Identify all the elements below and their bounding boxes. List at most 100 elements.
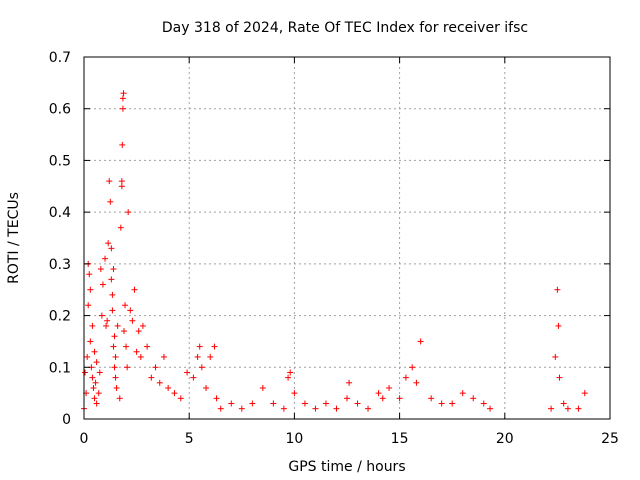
data-point [409, 364, 416, 371]
data-point [118, 178, 125, 185]
data-points [81, 90, 588, 412]
data-point [123, 343, 130, 350]
data-point [249, 400, 256, 407]
data-point [386, 384, 393, 391]
x-tick-label: 25 [601, 431, 619, 447]
data-point [92, 379, 99, 386]
y-tick-label: 0.1 [49, 360, 71, 376]
data-point [548, 405, 555, 412]
data-point [581, 390, 588, 397]
data-point [238, 405, 245, 412]
data-point [131, 286, 138, 293]
data-point [198, 364, 205, 371]
data-point [117, 224, 124, 231]
data-point [114, 322, 121, 329]
data-point [110, 343, 117, 350]
data-point [211, 343, 218, 350]
data-point [156, 379, 163, 386]
data-point [333, 405, 340, 412]
axis-ticks: 0 5 10 15 20 25 0 0.1 0.2 0.3 0.4 0.5 0.6 0.7 [49, 50, 619, 447]
x-tick-label: 0 [80, 431, 89, 447]
data-point [112, 353, 119, 360]
data-point [552, 353, 559, 360]
data-point [285, 374, 292, 381]
data-point [89, 322, 96, 329]
data-point [196, 343, 203, 350]
data-point [555, 322, 562, 329]
data-point [194, 353, 201, 360]
data-point [95, 390, 102, 397]
data-point [108, 276, 115, 283]
data-point [82, 369, 89, 376]
data-point [119, 95, 126, 102]
data-point [449, 400, 456, 407]
data-point [177, 395, 184, 402]
data-point [346, 379, 353, 386]
data-point [190, 374, 197, 381]
data-point [84, 353, 91, 360]
data-point [96, 369, 103, 376]
data-point [270, 400, 277, 407]
data-point [104, 317, 111, 324]
data-point [301, 400, 308, 407]
data-point [110, 266, 117, 273]
data-point [91, 348, 98, 355]
data-point [228, 400, 235, 407]
data-point [124, 364, 131, 371]
data-point [165, 384, 172, 391]
data-point [564, 405, 571, 412]
data-point [396, 395, 403, 402]
data-point [560, 400, 567, 407]
data-point [109, 291, 116, 298]
data-point [120, 90, 127, 97]
data-point [97, 266, 104, 273]
grid [84, 57, 610, 419]
data-point [139, 322, 146, 329]
data-point [144, 343, 151, 350]
data-point [116, 395, 123, 402]
data-point [129, 317, 136, 324]
data-point [417, 338, 424, 345]
data-point [125, 209, 132, 216]
data-point [575, 405, 582, 412]
data-point [280, 405, 287, 412]
data-point [428, 395, 435, 402]
data-point [98, 312, 105, 319]
y-tick-label: 0.5 [49, 153, 71, 169]
data-point [365, 405, 372, 412]
data-point [93, 359, 100, 366]
y-tick-label: 0.4 [49, 205, 71, 221]
data-point [93, 400, 100, 407]
data-point [111, 364, 118, 371]
data-point [402, 374, 409, 381]
data-point [122, 302, 129, 309]
data-point [487, 405, 494, 412]
data-point [91, 395, 98, 402]
data-point [113, 384, 120, 391]
y-tick-label: 0.2 [49, 309, 71, 325]
data-point [554, 286, 561, 293]
data-point [85, 302, 92, 309]
data-point [322, 400, 329, 407]
data-point [87, 286, 94, 293]
data-point [89, 374, 96, 381]
data-point [108, 245, 115, 252]
data-point [86, 271, 93, 278]
y-axis-label: ROTI / TECUs [6, 192, 22, 284]
data-point [217, 405, 224, 412]
data-point [106, 178, 113, 185]
x-tick-label: 5 [185, 431, 194, 447]
data-point [90, 384, 97, 391]
data-point [438, 400, 445, 407]
data-point [127, 307, 134, 314]
data-point [379, 395, 386, 402]
data-point [109, 307, 116, 314]
data-point [556, 374, 563, 381]
data-point [133, 348, 140, 355]
data-point [470, 395, 477, 402]
plot-frame [83, 56, 611, 420]
data-point [118, 183, 125, 190]
x-tick-label: 10 [285, 431, 303, 447]
data-point [203, 384, 210, 391]
